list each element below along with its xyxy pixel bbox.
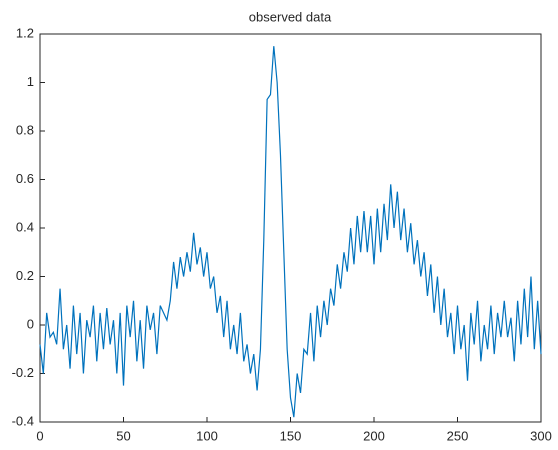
y-tick-label: 0.6 [16, 171, 34, 186]
data-line [39, 46, 542, 418]
y-tick-label: 0 [27, 316, 34, 331]
y-tick-label: -0.2 [12, 365, 34, 380]
y-tick-label: 0.8 [16, 122, 34, 137]
chart-title: observed data [249, 9, 332, 24]
x-tick-label: 0 [36, 428, 43, 443]
x-tick-label: 100 [196, 428, 218, 443]
x-tick-label: 150 [280, 428, 302, 443]
y-tick-label: 1.2 [16, 25, 34, 40]
x-tick-label: 50 [116, 428, 130, 443]
x-tick-label: 250 [447, 428, 469, 443]
y-tick-label: -0.4 [12, 413, 34, 428]
y-tick-label: 0.2 [16, 268, 34, 283]
y-tick-label: 1 [27, 74, 34, 89]
axes-frame [39, 33, 542, 423]
y-tick-label: 0.4 [16, 219, 34, 234]
x-tick-label: 200 [363, 428, 385, 443]
x-tick-label: 300 [530, 428, 552, 443]
